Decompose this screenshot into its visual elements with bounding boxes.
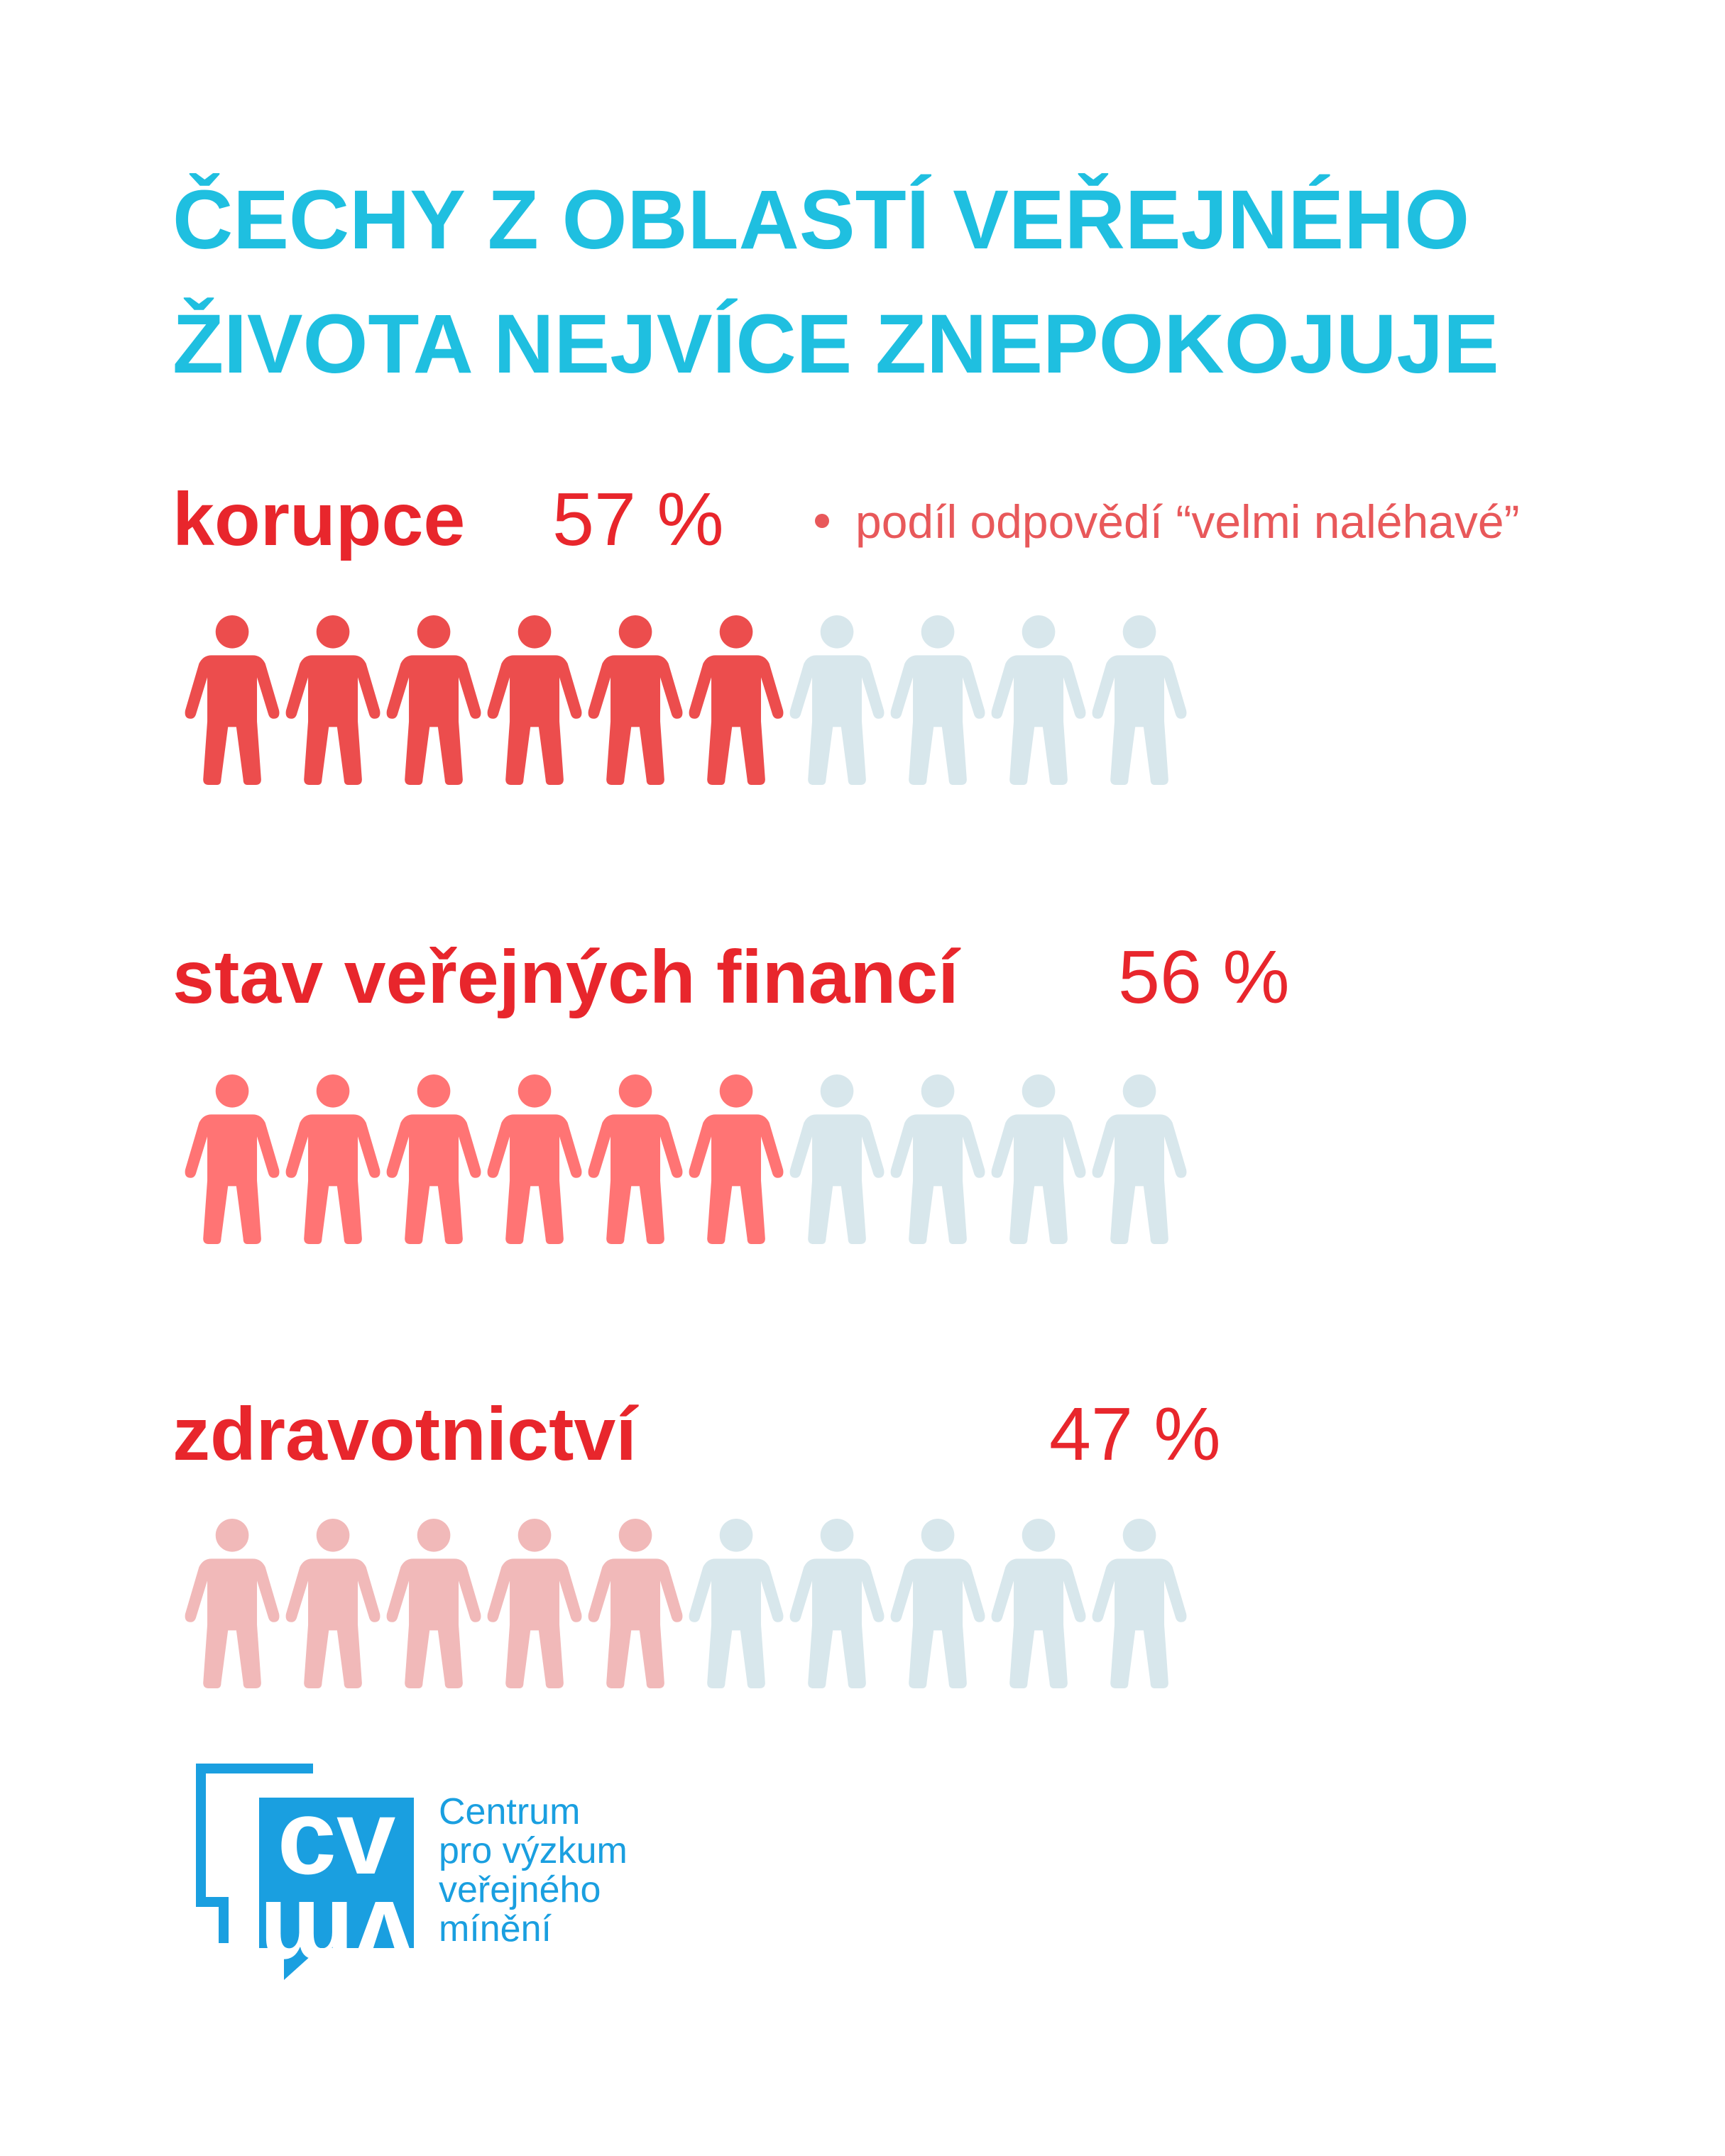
category-label: korupce — [172, 478, 465, 561]
value-label: 56 % — [1118, 935, 1290, 1019]
person-filled — [285, 1074, 380, 1245]
logo-outline — [196, 1764, 313, 1943]
person-empty — [991, 615, 1086, 786]
logo-text: veřejného — [439, 1869, 601, 1910]
value-label: 47 % — [1049, 1392, 1221, 1476]
person-empty — [991, 1074, 1086, 1245]
logo-bubble — [259, 1798, 414, 1980]
logo-text: Centrum — [439, 1791, 580, 1832]
person-filled — [487, 615, 582, 786]
person-empty — [890, 1074, 985, 1245]
person-filled — [386, 1074, 481, 1245]
person-filled — [185, 1074, 280, 1245]
logo-mark: vm — [260, 1879, 414, 1998]
person-filled — [588, 615, 683, 786]
title-line: ČECHY Z OBLASTÍ VEŘEJNÉHO — [172, 172, 1469, 267]
category-label: stav veřejných financí — [172, 935, 961, 1019]
person-filled — [285, 615, 380, 786]
title-line: ŽIVOTA NEJVÍCE ZNEPOKOJUJE — [172, 297, 1499, 391]
value-label: 57 % — [552, 478, 724, 561]
person-empty — [789, 1074, 885, 1245]
note: podíl odpovědí “velmi naléhavé” — [855, 495, 1520, 548]
person-filled — [689, 1074, 784, 1245]
person-empty — [890, 615, 985, 786]
person-filled — [185, 615, 280, 786]
logo: cv vm Centrum pro výzkum veřejného míněn… — [196, 1764, 628, 1998]
person-filled — [689, 615, 784, 786]
person-filled — [386, 615, 481, 786]
person-empty — [1092, 1074, 1187, 1245]
note-bullet — [815, 514, 829, 528]
category-label: zdravotnictví — [172, 1392, 639, 1476]
person-empty — [789, 1518, 885, 1689]
person-empty — [789, 615, 885, 786]
person-filled — [588, 1074, 683, 1245]
person-empty — [689, 1518, 784, 1689]
person-filled — [487, 1074, 582, 1245]
logo-text: pro výzkum — [439, 1830, 628, 1871]
person-filled — [285, 1518, 380, 1689]
person-empty — [1092, 615, 1187, 786]
person-filled — [185, 1518, 280, 1689]
person-filled — [386, 1518, 481, 1689]
person-empty — [1092, 1518, 1187, 1689]
person-empty — [890, 1518, 985, 1689]
logo-mark: cv — [278, 1777, 396, 1896]
person-filled — [588, 1518, 683, 1689]
person-filled — [487, 1518, 582, 1689]
logo-text: mínění — [439, 1908, 552, 1949]
person-empty — [991, 1518, 1086, 1689]
